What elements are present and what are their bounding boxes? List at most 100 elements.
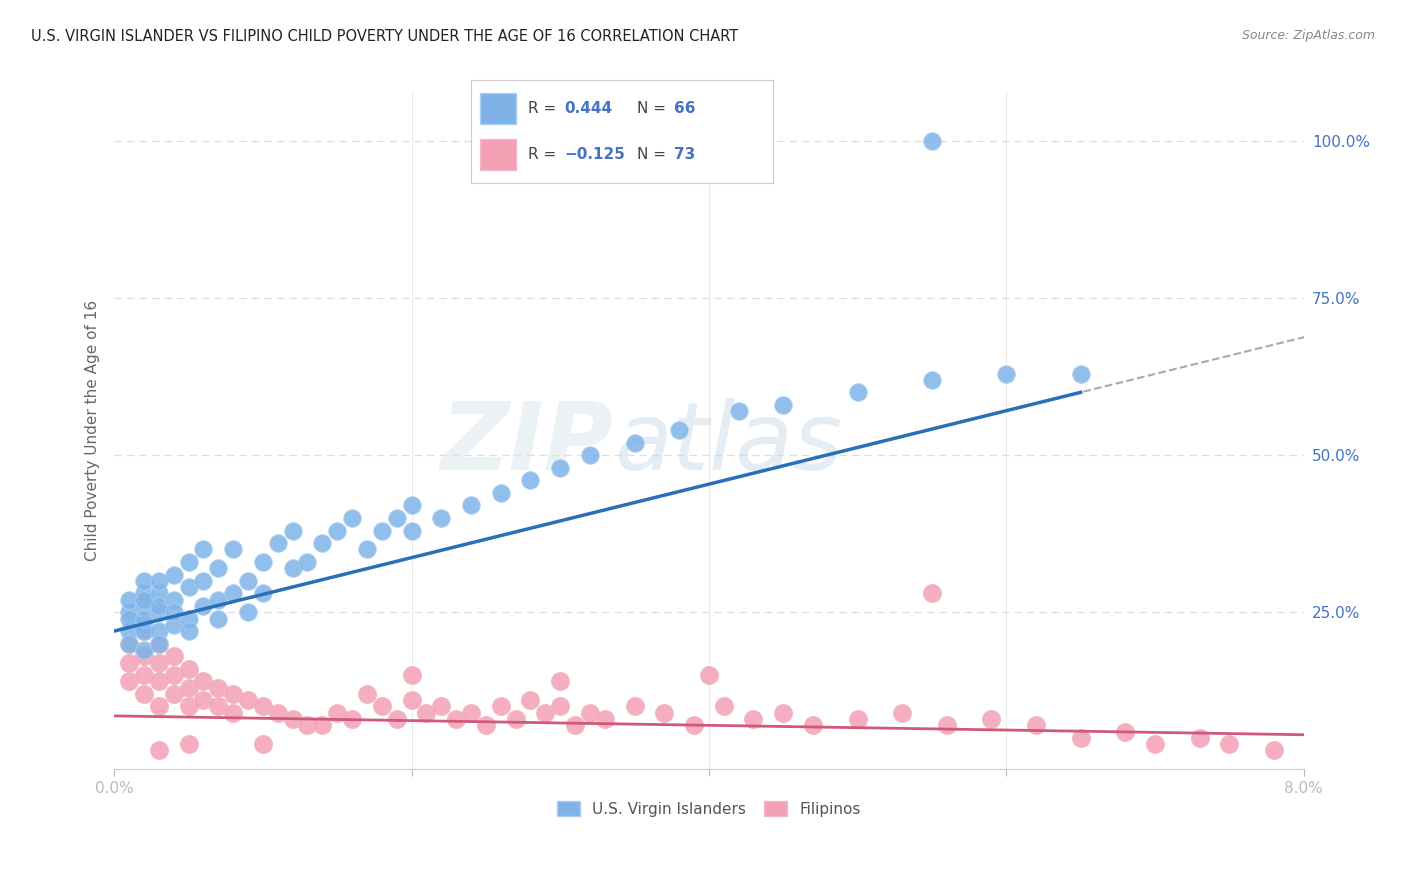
Point — [207, 611, 229, 625]
Point — [505, 712, 527, 726]
Point — [935, 718, 957, 732]
Text: 0.444: 0.444 — [565, 101, 613, 116]
Point — [118, 637, 141, 651]
Point — [252, 699, 274, 714]
Point — [132, 592, 155, 607]
Point — [1070, 367, 1092, 381]
Point — [281, 524, 304, 538]
Point — [252, 555, 274, 569]
Point — [340, 511, 363, 525]
Point — [132, 574, 155, 588]
Point — [401, 524, 423, 538]
Point — [772, 706, 794, 720]
Point — [415, 706, 437, 720]
Point — [1070, 731, 1092, 745]
Point — [1114, 724, 1136, 739]
Text: U.S. VIRGIN ISLANDER VS FILIPINO CHILD POVERTY UNDER THE AGE OF 16 CORRELATION C: U.S. VIRGIN ISLANDER VS FILIPINO CHILD P… — [31, 29, 738, 45]
Point — [118, 637, 141, 651]
Text: 73: 73 — [673, 147, 695, 162]
Point — [534, 706, 557, 720]
Point — [132, 611, 155, 625]
Text: −0.125: −0.125 — [565, 147, 626, 162]
Point — [252, 737, 274, 751]
Point — [132, 586, 155, 600]
Point — [1263, 743, 1285, 757]
Text: atlas: atlas — [614, 398, 842, 489]
Point — [401, 693, 423, 707]
Point — [281, 712, 304, 726]
Point — [281, 561, 304, 575]
Point — [385, 712, 408, 726]
Point — [683, 718, 706, 732]
Point — [311, 718, 333, 732]
Point — [118, 605, 141, 619]
Point — [401, 499, 423, 513]
Point — [326, 706, 349, 720]
Point — [311, 536, 333, 550]
Point — [356, 542, 378, 557]
Point — [163, 617, 186, 632]
Point — [177, 681, 200, 695]
Point — [148, 574, 170, 588]
Point — [163, 592, 186, 607]
Point — [132, 687, 155, 701]
Point — [921, 373, 943, 387]
Point — [1025, 718, 1047, 732]
Y-axis label: Child Poverty Under the Age of 16: Child Poverty Under the Age of 16 — [86, 300, 100, 561]
Text: R =: R = — [529, 147, 561, 162]
Point — [1218, 737, 1240, 751]
Point — [148, 586, 170, 600]
Point — [340, 712, 363, 726]
Point — [564, 718, 586, 732]
Point — [489, 486, 512, 500]
Point — [846, 712, 869, 726]
Point — [148, 656, 170, 670]
Point — [713, 699, 735, 714]
Point — [148, 699, 170, 714]
Point — [489, 699, 512, 714]
Point — [623, 435, 645, 450]
Point — [980, 712, 1002, 726]
Point — [118, 656, 141, 670]
Point — [430, 699, 453, 714]
Point — [177, 699, 200, 714]
Point — [460, 706, 482, 720]
Point — [475, 718, 498, 732]
Point — [548, 460, 571, 475]
Point — [297, 718, 319, 732]
Text: Source: ZipAtlas.com: Source: ZipAtlas.com — [1241, 29, 1375, 43]
Point — [519, 693, 541, 707]
Point — [326, 524, 349, 538]
Point — [579, 706, 602, 720]
Point — [163, 567, 186, 582]
Point — [385, 511, 408, 525]
Point — [207, 592, 229, 607]
Point — [163, 687, 186, 701]
FancyBboxPatch shape — [479, 93, 516, 124]
Point — [371, 524, 394, 538]
Point — [132, 624, 155, 639]
Point — [1143, 737, 1166, 751]
Point — [652, 706, 675, 720]
Point — [163, 605, 186, 619]
Point — [118, 624, 141, 639]
Point — [995, 367, 1018, 381]
Point — [548, 699, 571, 714]
Point — [148, 637, 170, 651]
Point — [222, 687, 245, 701]
Point — [623, 699, 645, 714]
Point — [193, 542, 215, 557]
Point — [891, 706, 914, 720]
Point — [846, 385, 869, 400]
Text: N =: N = — [637, 147, 671, 162]
Point — [267, 706, 290, 720]
Point — [193, 574, 215, 588]
Point — [177, 662, 200, 676]
Point — [236, 693, 259, 707]
Point — [222, 586, 245, 600]
Point — [177, 611, 200, 625]
Point — [207, 681, 229, 695]
Point — [177, 737, 200, 751]
Text: R =: R = — [529, 101, 561, 116]
Point — [132, 624, 155, 639]
